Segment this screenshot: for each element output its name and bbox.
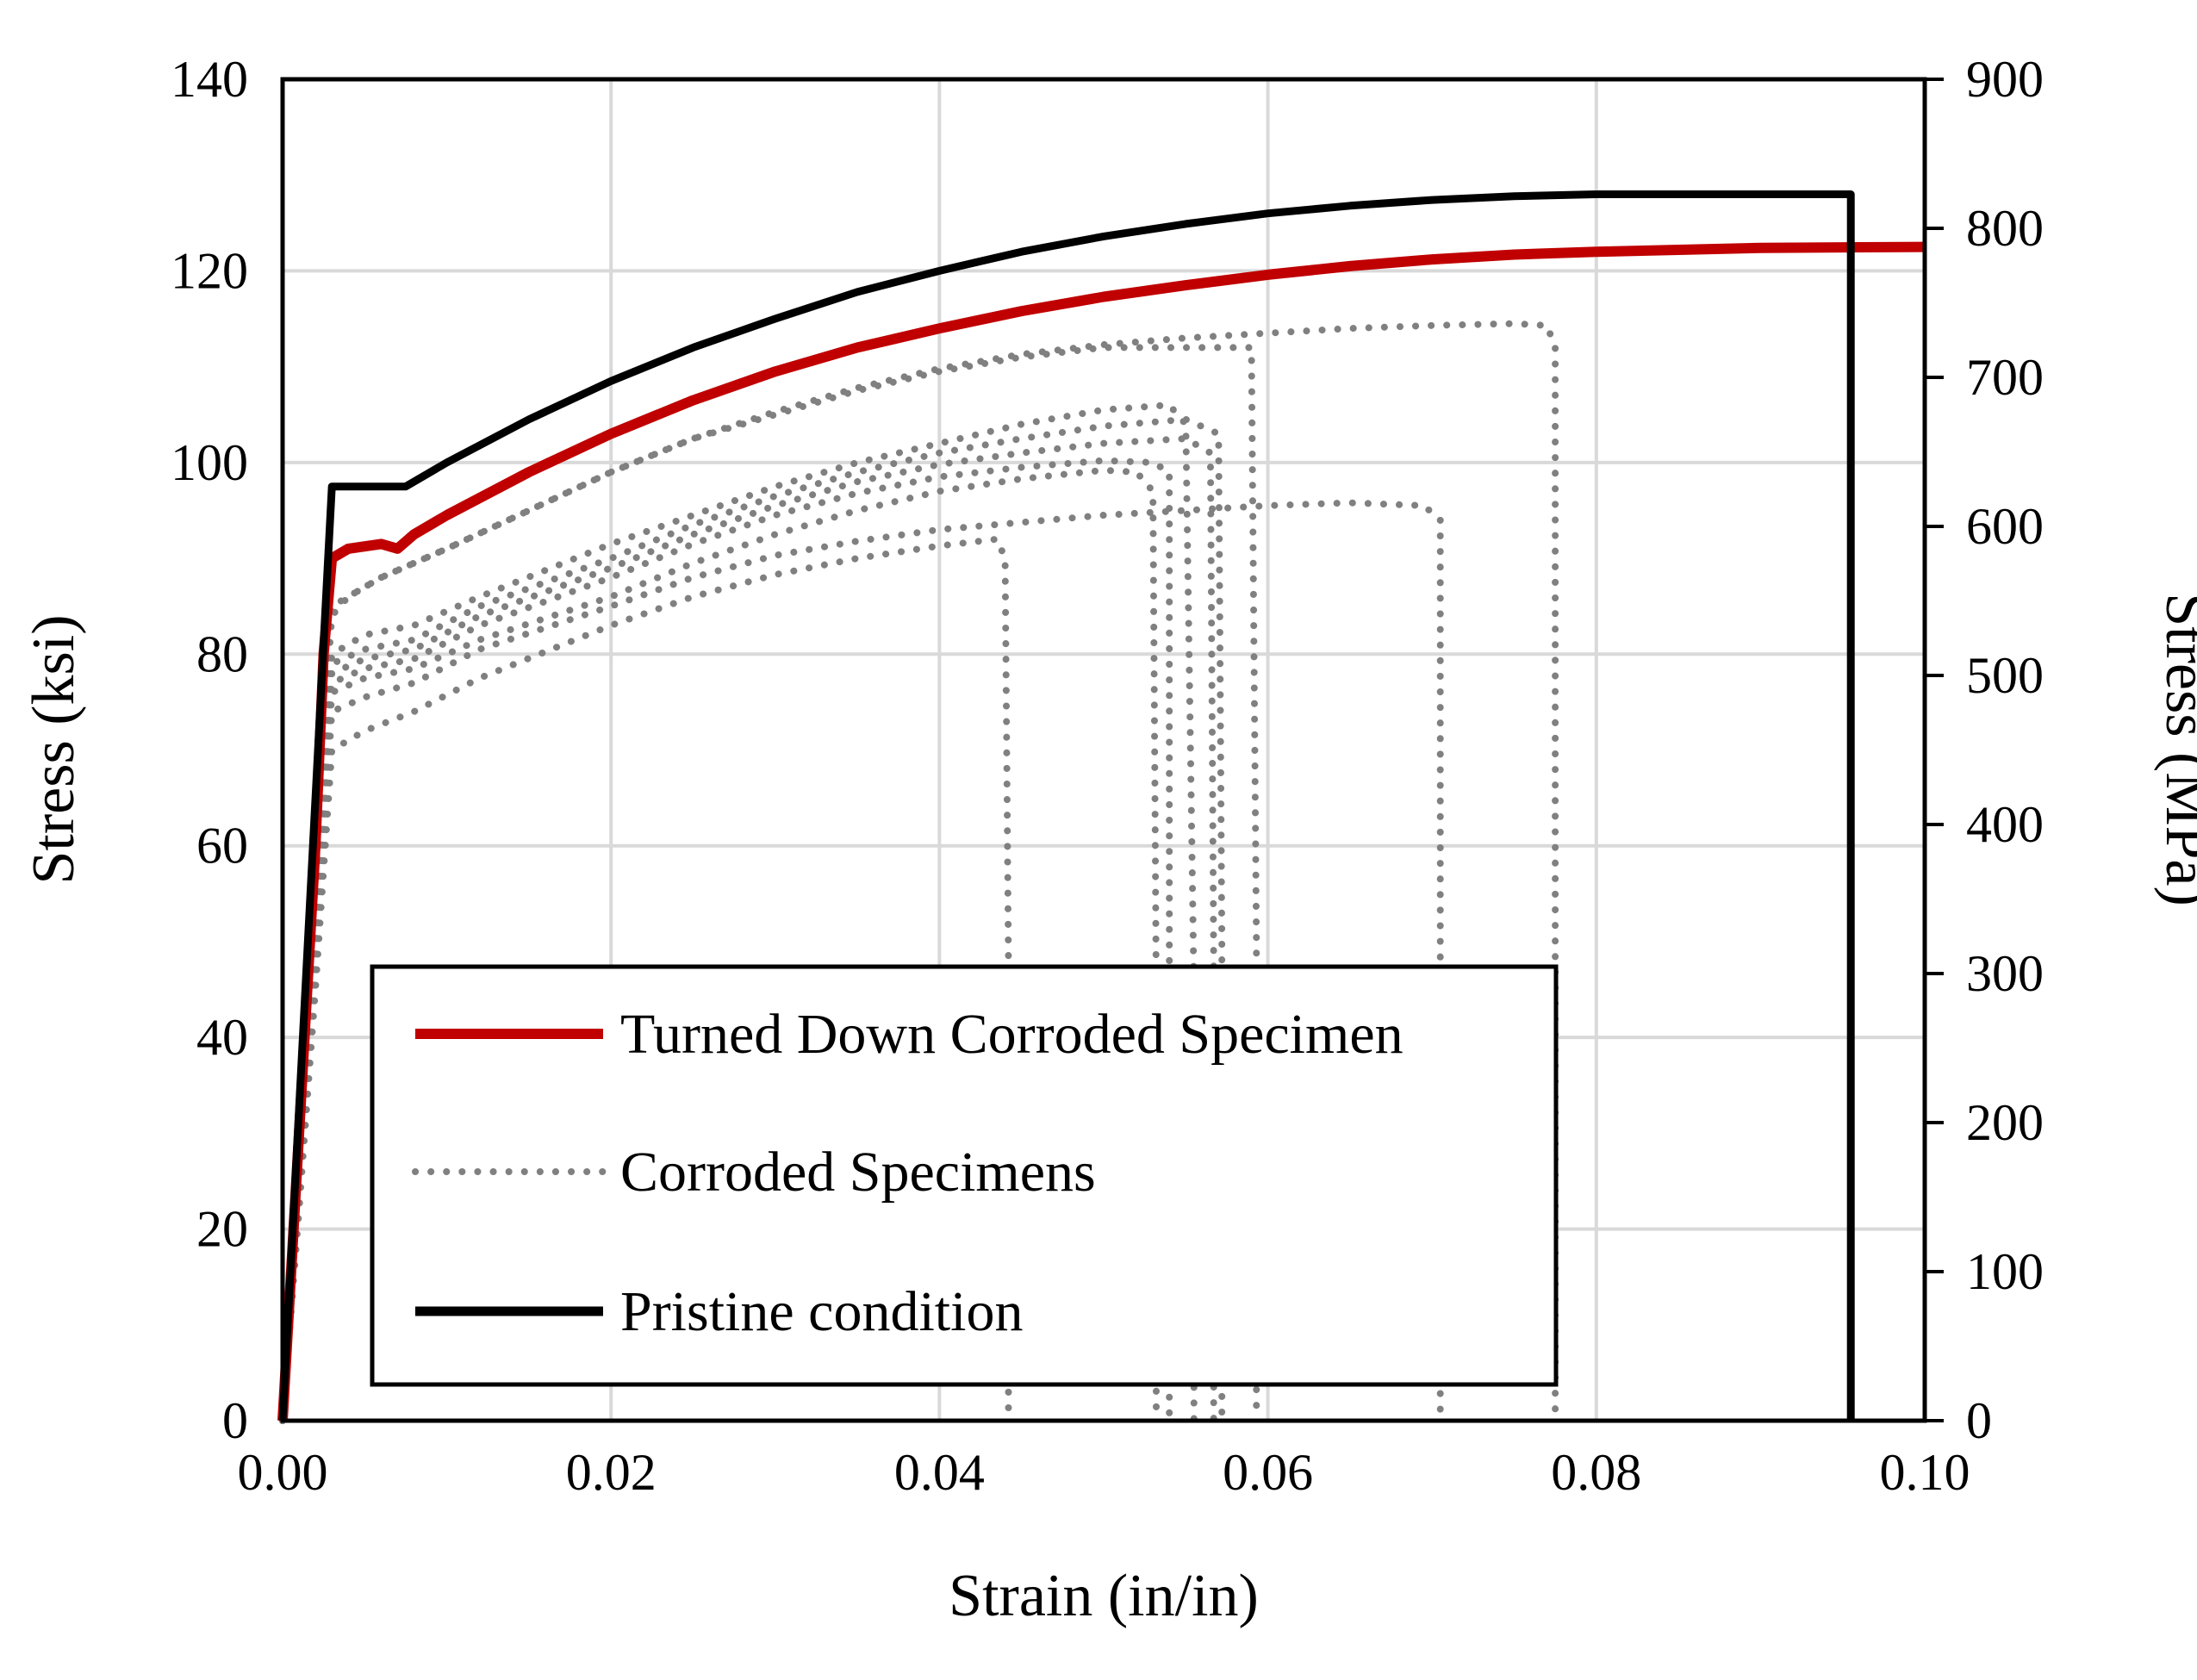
y-tick-label: 60 xyxy=(196,818,248,874)
series-line-turned-down xyxy=(277,241,1926,1422)
plot-frame xyxy=(280,77,1927,1423)
y2-axis-label: Stress (MPa) xyxy=(2153,593,2197,906)
series-line-pristine xyxy=(278,190,1855,1422)
y-tick-label: 20 xyxy=(196,1201,248,1258)
x-tick-label: 0.10 xyxy=(1880,1444,1970,1501)
y2-tick-label: 200 xyxy=(1966,1094,2044,1151)
series-group xyxy=(277,190,1926,1424)
y2-tick-label: 300 xyxy=(1966,945,2044,1002)
y2-tick-label: 100 xyxy=(1966,1243,2044,1300)
y2-tick-label: 900 xyxy=(1966,51,2044,108)
y-tick-label: 120 xyxy=(171,242,248,299)
x-tick-label: 0.04 xyxy=(894,1444,985,1501)
series-line-corroded xyxy=(279,499,1444,1424)
y-axis-label: Stress (ksi) xyxy=(21,614,87,884)
legend-label: Turned Down Corroded Specimen xyxy=(620,1003,1403,1066)
series-line-corroded xyxy=(279,535,1012,1424)
y2-tick-label: 500 xyxy=(1966,647,2044,704)
y2-tick-label: 400 xyxy=(1966,796,2044,853)
x-tick-label: 0.02 xyxy=(566,1444,657,1501)
series-line-corroded xyxy=(279,401,1198,1424)
x-tick-label: 0.08 xyxy=(1551,1444,1641,1501)
legend-label: Corroded Specimens xyxy=(620,1141,1096,1204)
y2-tick-label: 0 xyxy=(1966,1392,1992,1449)
legend-label: Pristine condition xyxy=(620,1280,1023,1343)
y-tick-label: 140 xyxy=(171,51,248,108)
x-tick-label: 0.00 xyxy=(238,1444,328,1501)
series-line-corroded xyxy=(279,457,1173,1424)
axis-ticks: 0.00 0.02 0.04 0.06 0.08 0.100204060801001201… xyxy=(171,51,2044,1501)
y2-tick-label: 600 xyxy=(1966,498,2044,555)
x-tick-label: 0.06 xyxy=(1223,1444,1313,1501)
y-tick-label: 0 xyxy=(222,1392,248,1449)
x-axis-label: Strain (in/in) xyxy=(949,1563,1259,1629)
legend: Turned Down Corroded Specimen Corroded Sp… xyxy=(370,964,1559,1387)
series-line-corroded xyxy=(279,344,1260,1424)
y-tick-label: 100 xyxy=(171,434,248,491)
y-tick-label: 80 xyxy=(196,625,248,682)
y2-tick-label: 800 xyxy=(1966,200,2044,257)
y2-tick-label: 700 xyxy=(1966,349,2044,406)
y-tick-label: 40 xyxy=(196,1009,248,1066)
